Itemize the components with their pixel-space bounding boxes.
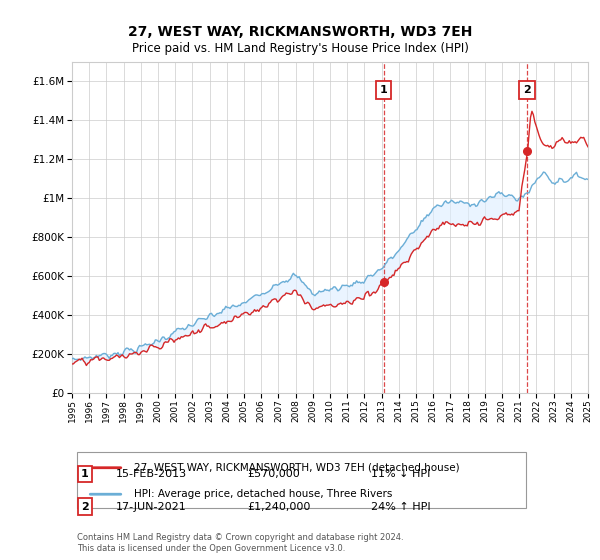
Text: £1,240,000: £1,240,000 (247, 502, 311, 512)
Text: 2: 2 (523, 85, 531, 95)
Text: 24% ↑ HPI: 24% ↑ HPI (371, 502, 431, 512)
Text: 17-JUN-2021: 17-JUN-2021 (116, 502, 187, 512)
Text: Price paid vs. HM Land Registry's House Price Index (HPI): Price paid vs. HM Land Registry's House … (131, 42, 469, 55)
Text: 27, WEST WAY, RICKMANSWORTH, WD3 7EH (detached house): 27, WEST WAY, RICKMANSWORTH, WD3 7EH (de… (134, 463, 460, 473)
Text: 2: 2 (81, 502, 89, 512)
Text: £570,000: £570,000 (247, 469, 300, 479)
Text: Contains HM Land Registry data © Crown copyright and database right 2024.
This d: Contains HM Land Registry data © Crown c… (77, 533, 404, 553)
Text: 11% ↓ HPI: 11% ↓ HPI (371, 469, 431, 479)
Text: 1: 1 (380, 85, 388, 95)
Text: 27, WEST WAY, RICKMANSWORTH, WD3 7EH: 27, WEST WAY, RICKMANSWORTH, WD3 7EH (128, 25, 472, 39)
Bar (77, 452, 526, 508)
Text: HPI: Average price, detached house, Three Rivers: HPI: Average price, detached house, Thre… (134, 489, 392, 499)
Text: 1: 1 (81, 469, 89, 479)
Text: 15-FEB-2013: 15-FEB-2013 (116, 469, 187, 479)
